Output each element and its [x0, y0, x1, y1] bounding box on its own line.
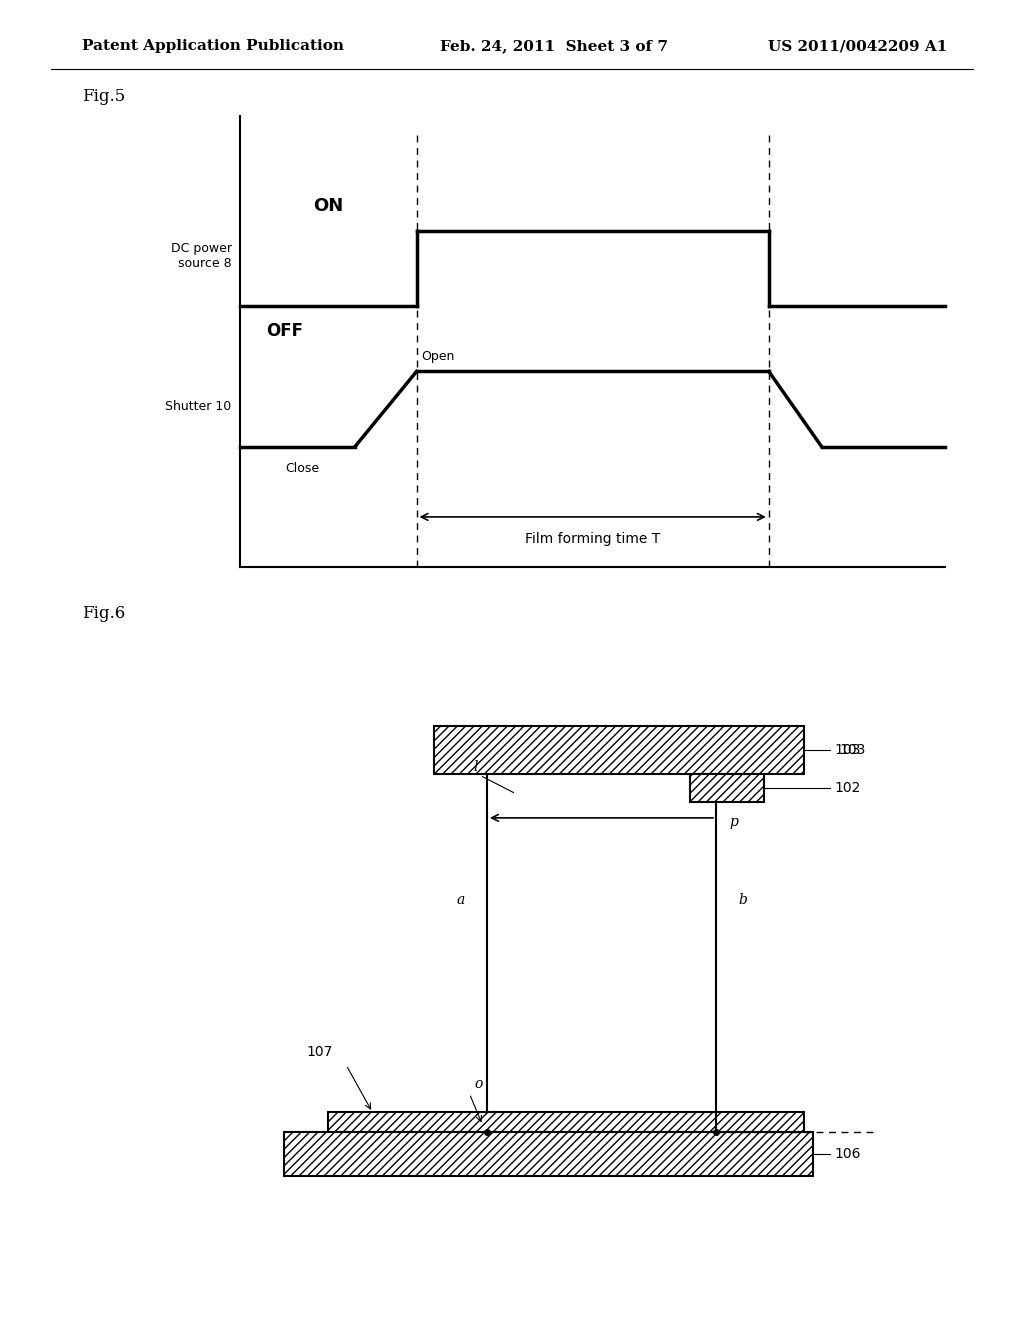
Text: Patent Application Publication: Patent Application Publication: [82, 40, 344, 53]
Text: 103: 103: [835, 743, 861, 758]
Bar: [285, 1131, 813, 1176]
Text: ON: ON: [313, 197, 344, 215]
Text: a: a: [457, 894, 465, 907]
Text: 106: 106: [835, 1147, 861, 1160]
Text: p: p: [729, 814, 738, 829]
Text: Close: Close: [285, 462, 319, 475]
Text: Fig.5: Fig.5: [82, 88, 125, 104]
Text: Open: Open: [421, 350, 455, 363]
Text: Feb. 24, 2011  Sheet 3 of 7: Feb. 24, 2011 Sheet 3 of 7: [440, 40, 669, 53]
Text: 102: 102: [835, 781, 861, 795]
Text: 107: 107: [306, 1045, 333, 1060]
Text: DC power
source 8: DC power source 8: [171, 242, 231, 271]
Text: US 2011/0042209 A1: US 2011/0042209 A1: [768, 40, 947, 53]
Text: OFF: OFF: [266, 322, 303, 341]
Text: Shutter 10: Shutter 10: [166, 400, 231, 413]
Text: b: b: [738, 894, 746, 907]
Text: 103: 103: [840, 743, 865, 758]
Text: o: o: [474, 1077, 482, 1092]
Bar: [329, 1113, 804, 1131]
Text: Film forming time T: Film forming time T: [525, 532, 660, 546]
Text: Fig.6: Fig.6: [82, 606, 125, 622]
Bar: [434, 726, 804, 774]
Bar: [689, 774, 764, 803]
Text: l: l: [474, 759, 478, 774]
